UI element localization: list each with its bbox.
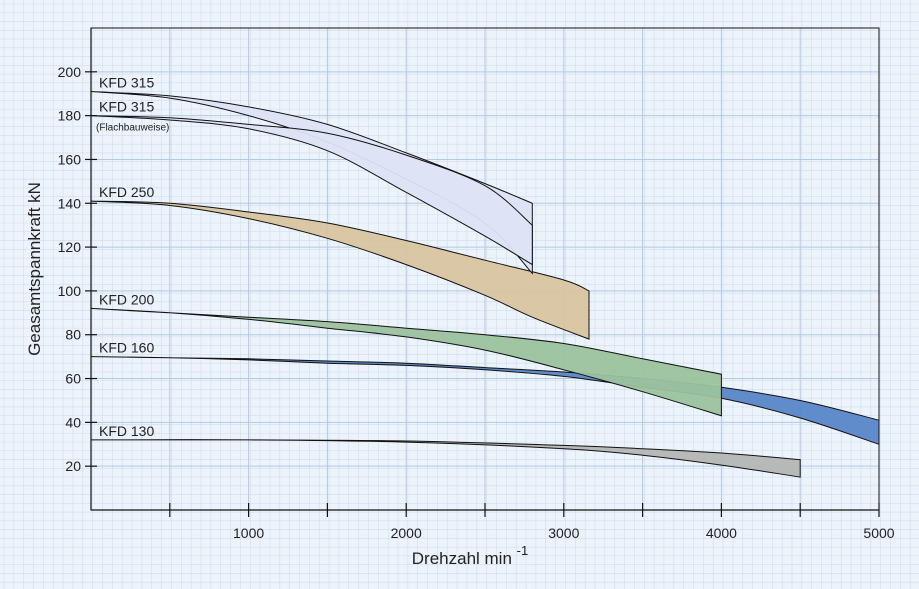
series-band-6: [90, 439, 801, 478]
series-label: KFD 160: [99, 340, 154, 356]
y-tick-label: 160: [58, 151, 82, 167]
series-band-3: [90, 200, 590, 340]
x-axis-label: Drehzahl min -1: [412, 543, 528, 568]
series-label: KFD 130: [99, 423, 154, 439]
series-labels: KFD 315 KFD 315 (Flachbauweise) KFD 250 KFD …: [96, 75, 169, 439]
y-tick-label: 140: [58, 195, 82, 211]
y-tick-label: 120: [58, 239, 82, 255]
series-bands: [90, 91, 880, 478]
y-tick-label: 100: [58, 283, 82, 299]
y-tick-label: 180: [58, 108, 82, 124]
y-axis-label: Geasamtspannkraft kN: [25, 182, 44, 356]
y-tick-label: 40: [65, 414, 81, 430]
series-label: KFD 250: [99, 184, 154, 200]
y-tick-label: 60: [65, 371, 81, 387]
y-tick-label: 80: [65, 327, 81, 343]
x-axis-label-text: Drehzahl min: [412, 549, 512, 568]
ticks: 1000 2000 3000 4000 5000 20 40 60 80 100 120 140 160…: [58, 64, 895, 541]
x-tick-label: 1000: [233, 525, 264, 541]
series-sublabel: (Flachbauweise): [96, 123, 169, 134]
series-band-2: [90, 115, 533, 266]
x-tick-label: 5000: [863, 525, 894, 541]
x-tick-label: 3000: [548, 525, 579, 541]
series-band-5: [90, 356, 880, 445]
series-label: KFD 315: [99, 99, 154, 115]
series-label: KFD 315: [99, 75, 154, 91]
x-tick-label: 2000: [391, 525, 422, 541]
series-band-4: [90, 307, 722, 417]
x-axis-label-exponent: -1: [517, 543, 529, 558]
y-tick-label: 200: [58, 64, 82, 80]
x-tick-label: 4000: [706, 525, 737, 541]
y-tick-label: 20: [65, 458, 81, 474]
series-label: KFD 200: [99, 291, 154, 307]
